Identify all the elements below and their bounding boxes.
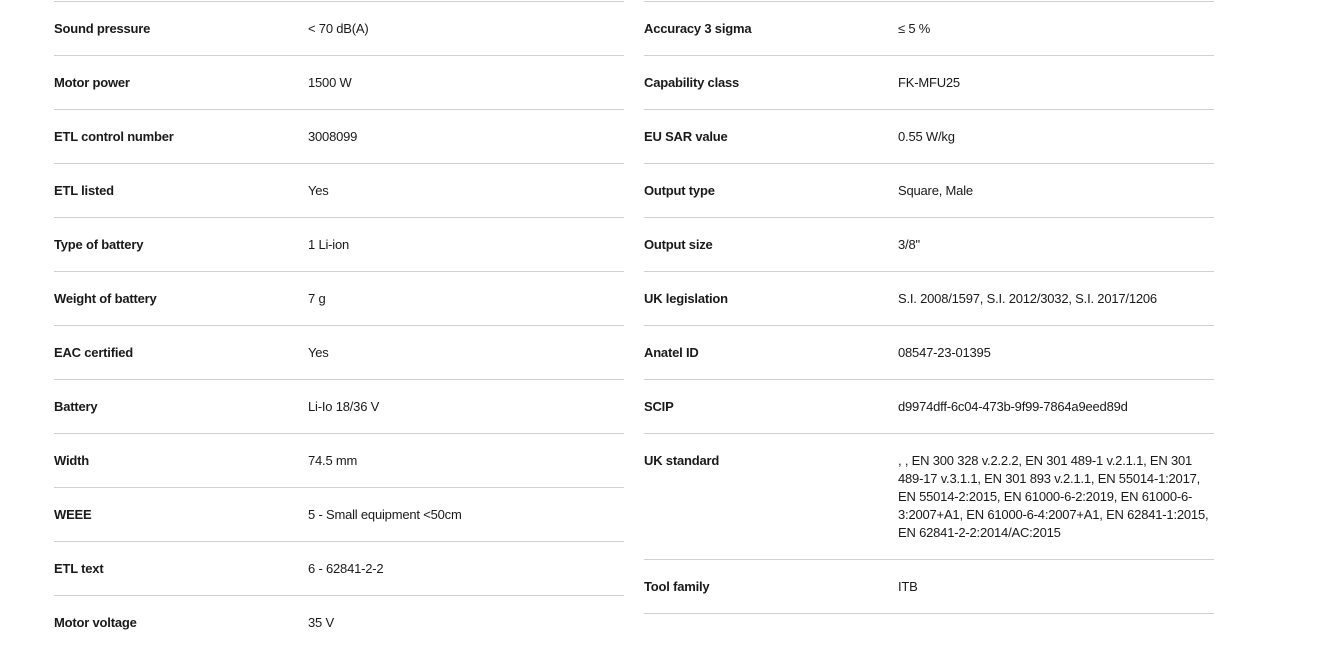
spec-label: Sound pressure (54, 21, 151, 36)
spec-row: Width 74.5 mm (54, 433, 624, 487)
spec-label: Anatel ID (644, 345, 699, 360)
spec-label: Tool family (644, 579, 710, 594)
spec-row: ETL text 6 - 62841-2-2 (54, 541, 624, 595)
spec-value: Yes (308, 183, 329, 198)
spec-value: 35 V (308, 615, 334, 630)
spec-value: Yes (308, 345, 329, 360)
spec-label: Type of battery (54, 237, 144, 252)
spec-label: WEEE (54, 507, 92, 522)
spec-row: Capability class FK-MFU25 (644, 55, 1214, 109)
spec-row: EU SAR value 0.55 W/kg (644, 109, 1214, 163)
spec-row: Output type Square, Male (644, 163, 1214, 217)
spec-value: 0.55 W/kg (898, 129, 955, 144)
spec-value: 3008099 (308, 129, 358, 144)
spec-value: 3/8" (898, 237, 920, 252)
spec-row: ETL listed Yes (54, 163, 624, 217)
spec-value: 6 - 62841-2-2 (308, 561, 384, 576)
spec-value: FK-MFU25 (898, 75, 960, 90)
spec-value: d9974dff-6c04-473b-9f99-7864a9eed89d (898, 399, 1128, 414)
spec-value: 08547-23-01395 (898, 345, 991, 360)
spec-table-right: Accuracy 3 sigma ≤ 5 % Capability class FK-… (644, 1, 1214, 614)
spec-row: Motor power 1500 W (54, 55, 624, 109)
spec-row: Output size 3/8" (644, 217, 1214, 271)
spec-value: 74.5 mm (308, 453, 358, 468)
spec-row: Battery Li-Io 18/36 V (54, 379, 624, 433)
spec-label: UK legislation (644, 291, 728, 306)
spec-value: < 70 dB(A) (308, 21, 369, 36)
spec-table-left: Sound pressure < 70 dB(A) Motor power 1500 … (54, 1, 624, 649)
spec-row: Anatel ID 08547-23-01395 (644, 325, 1214, 379)
spec-label: ETL text (54, 561, 104, 576)
spec-row: UK legislation S.I. 2008/1597, S.I. 2012/… (644, 271, 1214, 325)
spec-label: Output size (644, 237, 713, 252)
spec-row: Type of battery 1 Li-ion (54, 217, 624, 271)
spec-row: SCIP d9974dff-6c04-473b-9f99-7864a9eed89d (644, 379, 1214, 433)
spec-label: ETL listed (54, 183, 114, 198)
spec-label: Motor voltage (54, 615, 137, 630)
spec-value: ITB (898, 579, 918, 594)
spec-label: ETL control number (54, 129, 174, 144)
spec-value: , , EN 300 328 v.2.2.2, EN 301 489-1 v.2… (898, 453, 1209, 540)
spec-label: EU SAR value (644, 129, 728, 144)
spec-label: EAC certified (54, 345, 134, 360)
spec-label: Output type (644, 183, 715, 198)
spec-row: WEEE 5 - Small equipment <50cm (54, 487, 624, 541)
spec-value: 5 - Small equipment <50cm (308, 507, 462, 522)
spec-label: Weight of battery (54, 291, 157, 306)
spec-row: Weight of battery 7 g (54, 271, 624, 325)
spec-label: Accuracy 3 sigma (644, 21, 752, 36)
spec-value: 7 g (308, 291, 326, 306)
spec-label: Battery (54, 399, 98, 414)
spec-value: S.I. 2008/1597, S.I. 2012/3032, S.I. 201… (898, 291, 1157, 306)
spec-value: Square, Male (898, 183, 973, 198)
spec-label: Motor power (54, 75, 130, 90)
spec-row: Motor voltage 35 V (54, 595, 624, 649)
spec-value: ≤ 5 % (898, 21, 931, 36)
spec-row: EAC certified Yes (54, 325, 624, 379)
spec-row: ETL control number 3008099 (54, 109, 624, 163)
spec-value: 1 Li-ion (308, 237, 350, 252)
spec-label: Capability class (644, 75, 740, 90)
spec-row: UK standard , , EN 300 328 v.2.2.2, EN 30… (644, 433, 1214, 559)
spec-label: UK standard (644, 453, 720, 468)
spec-row: Tool family ITB (644, 559, 1214, 614)
spec-row: Sound pressure < 70 dB(A) (54, 1, 624, 55)
spec-label: SCIP (644, 399, 674, 414)
spec-row: Accuracy 3 sigma ≤ 5 % (644, 1, 1214, 55)
spec-value: 1500 W (308, 75, 352, 90)
spec-value: Li-Io 18/36 V (308, 399, 380, 414)
spec-label: Width (54, 453, 89, 468)
